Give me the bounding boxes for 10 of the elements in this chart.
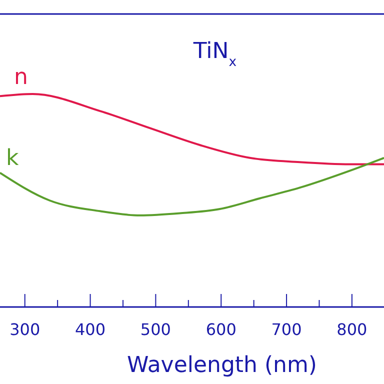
x-tick-label: 300 (10, 320, 40, 339)
x-axis-title: Wavelength (nm) (126, 353, 318, 378)
x-tick-label: 800 (336, 320, 368, 339)
x-tick-label: 600 (206, 320, 236, 339)
series-label: k (6, 146, 19, 171)
x-tick-label: 700 (271, 320, 302, 339)
chart-title: TiN$_{x}$ (192, 39, 237, 70)
x-tick-label: 500 (140, 320, 171, 339)
series-label: n (14, 65, 28, 90)
x-tick-label: 400 (75, 320, 106, 339)
